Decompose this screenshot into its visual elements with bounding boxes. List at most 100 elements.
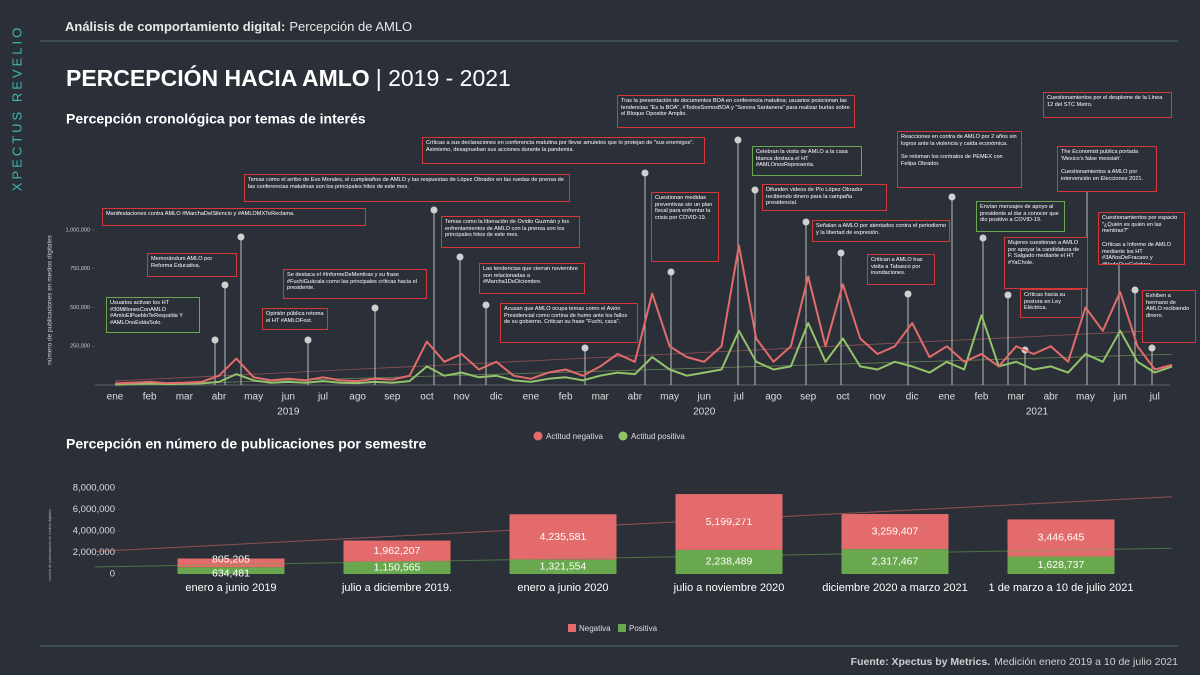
x-tick-label: nov: [454, 392, 470, 403]
bar-segment: [675, 494, 783, 550]
annotation: Memorándum AMLO por Reforma Educativa.: [147, 253, 237, 277]
pin-head: [430, 206, 438, 214]
y-tick-label: 6,000,000: [73, 504, 115, 515]
legend-label: Negativa: [579, 624, 611, 633]
annotation: Se destaca el #InformeDeMentiras y su fr…: [283, 269, 427, 299]
footer-source: Fuente: Xpectus by Metrics.: [851, 656, 991, 668]
annotation: Críticas hacia su postura en Ley Eléctri…: [1020, 289, 1082, 318]
year-label: 2019: [277, 407, 300, 418]
x-tick-label: nov: [869, 392, 885, 403]
x-tick-label: abr: [1044, 392, 1059, 403]
bar-segment: [177, 558, 285, 568]
x-tick-label: diciembre 2020 a marzo 2021: [822, 582, 968, 594]
title: PERCEPCIÓN HACIA AMLO | 2019 - 2021: [66, 64, 511, 91]
legend-marker: [618, 624, 626, 632]
bar-segment: [1007, 556, 1115, 574]
x-tick-label: may: [660, 392, 679, 403]
x-tick-label: oct: [420, 392, 434, 403]
year-label: 2020: [693, 407, 716, 418]
pin-head: [667, 268, 675, 276]
section-title: Percepción cronológica por temas de inte…: [66, 111, 366, 127]
value-label: 3,259,407: [872, 525, 919, 537]
x-tick-label: mar: [592, 392, 610, 403]
x-tick-label: julio a noviembre 2020: [673, 582, 785, 594]
pin-head: [456, 253, 464, 261]
section-title: Percepción en número de publicaciones po…: [66, 436, 426, 452]
value-label: 5,199,271: [706, 516, 753, 528]
x-tick-label: feb: [143, 392, 157, 403]
annotation: Difunden videos de Pío López Obrador rec…: [762, 184, 887, 211]
y-tick-label: 1,000,000: [66, 227, 90, 233]
year-label: 2021: [1026, 407, 1049, 418]
x-tick-label: feb: [975, 392, 989, 403]
annotation: The Economist publica portada 'Mexico's …: [1057, 146, 1157, 192]
bar-segment: [509, 559, 617, 574]
annotation: Opinión pública retoma el HT #AMLOFest.: [262, 308, 328, 330]
x-tick-label: enero a junio 2019: [185, 582, 276, 594]
pin-head: [979, 234, 987, 242]
trend-line: [114, 329, 1173, 382]
series-line: [114, 314, 1173, 386]
x-tick-label: jul: [1149, 392, 1160, 403]
bar-segment: [675, 549, 783, 574]
value-label: 805,205: [212, 554, 250, 566]
header: Análisis de comportamiento digital: Perce…: [65, 19, 412, 34]
bar-segment: [841, 514, 949, 550]
footer: Fuente: Xpectus by Metrics. Medición ener…: [851, 656, 1179, 668]
annotation: Temas como el arribo de Evo Morales, el …: [244, 174, 570, 202]
pin-head: [904, 290, 912, 298]
x-tick-label: feb: [559, 392, 573, 403]
y-tick-label: 4,000,000: [73, 526, 115, 537]
x-tick-label: ene: [938, 392, 955, 403]
x-tick-label: ago: [349, 392, 366, 403]
annotation: Usuarios activan los HT #30MillonesConAM…: [106, 297, 200, 333]
y-axis-label: número de publicaciones en medios digita…: [48, 509, 52, 581]
x-tick-label: jun: [1112, 392, 1126, 403]
x-tick-label: may: [244, 392, 263, 403]
y-tick-label: 2,000,000: [73, 547, 115, 558]
value-label: 1,321,554: [540, 561, 587, 573]
annotation: Mujeres cuestionan a AMLO por apoyar la …: [1004, 237, 1088, 289]
y-tick-label: 8,000,000: [73, 483, 115, 494]
pin-head: [641, 169, 649, 177]
trend-line: [94, 496, 1173, 552]
pin-head: [221, 281, 229, 289]
x-tick-label: jul: [733, 392, 744, 403]
x-tick-label: ago: [765, 392, 782, 403]
x-tick-label: 1 de marzo a 10 de julio 2021: [989, 582, 1134, 594]
pin-head: [802, 218, 810, 226]
pin-head: [371, 304, 379, 312]
annotation: Acusan que AMLO ocupa temas como el Avió…: [500, 303, 638, 343]
legend-marker: [533, 431, 543, 441]
pin-head: [948, 193, 956, 201]
x-tick-label: jul: [317, 392, 328, 403]
value-label: 634,481: [212, 567, 250, 579]
pin-head: [837, 249, 845, 257]
x-tick-label: abr: [212, 392, 227, 403]
header-topic: Percepción de AMLO: [289, 19, 412, 34]
x-tick-label: dic: [906, 392, 919, 403]
value-label: 3,446,645: [1038, 532, 1085, 544]
pin-head: [237, 233, 245, 241]
annotation: Critican a AMLO tras visita a Tabasco po…: [867, 254, 935, 285]
x-tick-label: may: [1076, 392, 1095, 403]
value-label: 1,962,207: [374, 545, 421, 557]
value-label: 1,628,737: [1038, 559, 1085, 571]
annotation: Temas como la liberación de Ovidio Guzmá…: [441, 216, 580, 248]
legend-marker: [618, 431, 628, 441]
annotation: Las tendencias que cierran noviembre son…: [479, 263, 585, 294]
x-tick-label: dic: [490, 392, 503, 403]
bar-segment: [343, 561, 451, 574]
y-axis-label: número de publicaciones en medios digita…: [47, 234, 54, 364]
legend-marker: [568, 624, 576, 632]
pin-head: [304, 336, 312, 344]
pin-head: [751, 186, 759, 194]
x-tick-label: ene: [107, 392, 124, 403]
pin-head: [1131, 286, 1139, 294]
y-tick-label: 0: [110, 569, 115, 580]
footer-note: Medición enero 2019 a 10 de julio 2021: [994, 656, 1178, 668]
title-main: PERCEPCIÓN HACIA AMLO: [66, 64, 370, 91]
value-label: 4,235,581: [540, 531, 587, 543]
x-tick-label: abr: [628, 392, 643, 403]
value-label: 2,238,489: [706, 556, 753, 568]
